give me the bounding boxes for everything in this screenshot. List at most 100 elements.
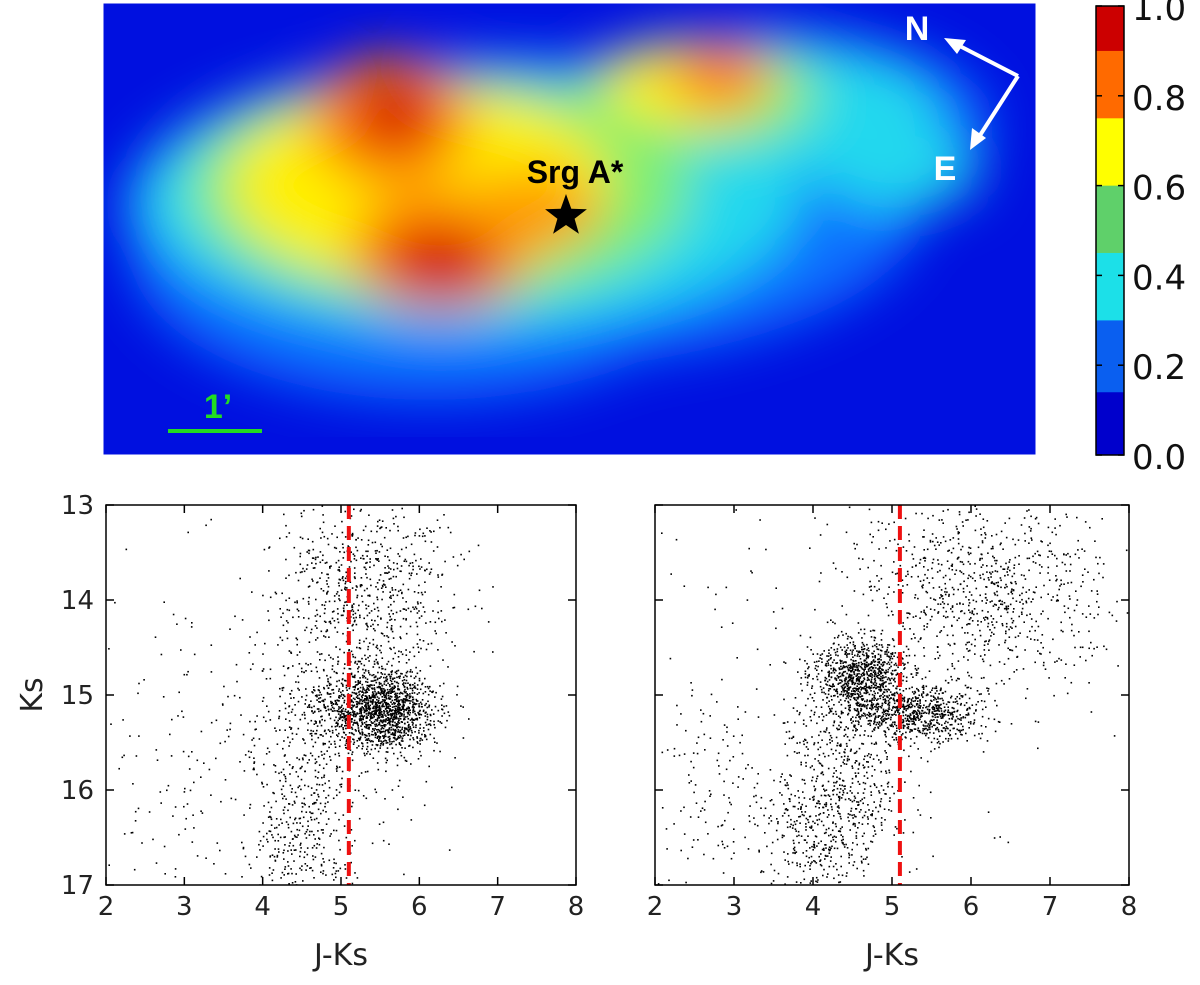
data-point	[266, 705, 268, 707]
data-point	[1015, 600, 1018, 602]
data-point	[408, 572, 411, 575]
data-point	[878, 665, 881, 668]
data-point	[492, 651, 494, 653]
data-point	[907, 719, 909, 721]
data-point	[370, 733, 373, 736]
data-point	[856, 673, 859, 675]
data-point	[315, 817, 318, 820]
data-point	[283, 858, 285, 860]
data-point	[367, 737, 370, 740]
data-point	[424, 735, 426, 738]
data-point	[250, 751, 252, 753]
data-point	[1060, 629, 1063, 632]
data-point	[376, 647, 379, 650]
data-point	[869, 687, 871, 690]
data-point	[888, 713, 891, 716]
data-point	[1116, 600, 1118, 603]
data-point	[400, 699, 402, 701]
data-point	[361, 742, 363, 744]
data-point	[328, 780, 330, 782]
data-point	[305, 626, 308, 629]
scatter-left-points	[108, 505, 494, 885]
data-point	[377, 686, 380, 688]
data-point	[853, 683, 856, 686]
data-point	[387, 729, 390, 731]
data-point	[265, 753, 268, 755]
data-point	[925, 706, 927, 709]
data-point	[912, 712, 914, 715]
data-point	[398, 717, 400, 720]
data-point	[360, 695, 363, 697]
data-point	[887, 714, 890, 717]
data-point	[886, 653, 888, 655]
data-point	[936, 707, 938, 710]
data-point	[452, 556, 455, 558]
data-point	[923, 549, 925, 551]
data-point	[240, 714, 242, 716]
data-point	[323, 620, 326, 623]
data-point	[1065, 513, 1067, 516]
data-point	[878, 689, 881, 691]
data-point	[401, 747, 403, 749]
data-point	[419, 688, 422, 691]
data-point	[487, 621, 490, 623]
data-point	[315, 761, 318, 763]
data-point	[367, 727, 369, 730]
data-point	[374, 696, 376, 698]
data-point	[318, 689, 320, 692]
data-point	[870, 720, 872, 722]
data-point	[867, 686, 869, 689]
data-point	[337, 621, 340, 624]
data-point	[415, 714, 418, 717]
data-point	[366, 684, 368, 687]
data-point	[883, 671, 886, 674]
data-point	[883, 711, 886, 713]
data-point	[262, 594, 264, 597]
colorbar-levels	[1096, 6, 1124, 455]
data-point	[836, 650, 839, 653]
data-point	[316, 799, 318, 801]
data-point	[925, 734, 927, 737]
data-point	[368, 594, 371, 597]
data-point	[874, 660, 877, 663]
data-point	[839, 659, 841, 662]
data-point	[182, 716, 185, 718]
data-point	[923, 732, 926, 735]
data-point	[909, 745, 912, 747]
data-point	[373, 707, 375, 710]
data-point	[386, 705, 388, 707]
data-point	[301, 810, 303, 813]
data-point	[352, 617, 355, 619]
data-point	[295, 873, 297, 875]
data-point	[828, 684, 831, 687]
data-point	[377, 700, 380, 703]
data-point	[368, 642, 371, 644]
data-point	[365, 705, 368, 708]
data-point	[376, 717, 379, 720]
data-point	[881, 669, 883, 671]
data-point	[877, 698, 879, 700]
data-point	[463, 558, 465, 561]
data-point	[311, 812, 314, 815]
data-point	[983, 700, 986, 703]
data-point	[221, 703, 224, 705]
data-point	[856, 666, 859, 669]
data-point	[378, 551, 381, 553]
data-point	[183, 673, 186, 676]
data-point	[297, 681, 300, 684]
data-point	[948, 567, 950, 570]
data-point	[1022, 668, 1025, 670]
data-point	[379, 732, 382, 734]
data-point	[436, 742, 438, 744]
data-point	[390, 696, 393, 698]
data-point	[877, 708, 879, 711]
data-point	[872, 629, 874, 632]
data-point	[400, 754, 403, 757]
data-point	[324, 782, 326, 785]
data-point	[375, 723, 378, 725]
data-point	[376, 661, 379, 663]
data-point	[437, 600, 439, 602]
data-point	[1006, 585, 1008, 588]
data-point	[301, 670, 303, 673]
data-point	[326, 591, 328, 594]
